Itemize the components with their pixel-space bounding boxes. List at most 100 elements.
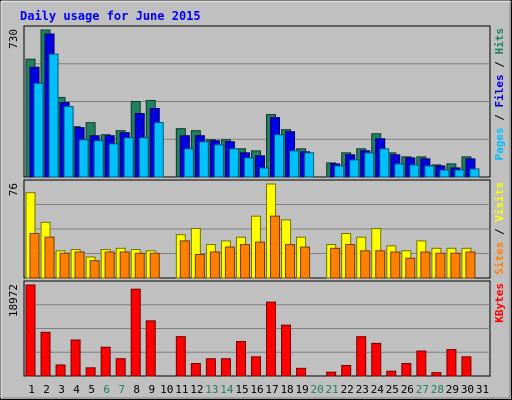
x-tick-label: 3 <box>58 383 65 396</box>
bar-kbytes-day-15 <box>235 340 246 377</box>
x-tick-label: 4 <box>73 383 80 396</box>
bar-pages-day-8 <box>138 137 149 178</box>
bar-kbytes-day-19 <box>296 367 307 377</box>
x-tick-label: 14 <box>220 383 234 396</box>
bar-kbytes-day-5 <box>85 367 96 377</box>
bar-pages-day-6 <box>108 143 119 178</box>
x-tick-label: 13 <box>205 383 218 396</box>
x-tick-label: 28 <box>431 383 444 396</box>
bar-kbytes-day-30 <box>461 356 472 377</box>
x-tick-label: 9 <box>148 383 155 396</box>
legend-entry: KBytes <box>493 283 506 323</box>
x-tick-label: 20 <box>311 383 324 396</box>
x-tick-label: 6 <box>103 383 110 396</box>
x-tick-label: 24 <box>371 383 385 396</box>
bar-kbytes-day-26 <box>401 363 412 377</box>
x-tick-label: 31 <box>476 383 489 396</box>
x-tick-label: 22 <box>341 383 354 396</box>
bar-pages-day-5 <box>93 140 104 178</box>
bar-pages-day-12 <box>198 141 209 178</box>
panel-top-legend: Pages / Files / Hits <box>493 28 506 161</box>
bar-sites-day-18 <box>285 244 296 279</box>
x-tick-label: 25 <box>386 383 399 396</box>
bar-pages-day-18 <box>289 150 300 178</box>
bar-kbytes-day-21 <box>326 371 337 377</box>
bar-sites-day-29 <box>450 252 461 279</box>
x-axis-labels: 1 2 3 4 5 6 7 8 9 10 11 12 13 14 15 16 17 18 19 20 21 22 23 24 2… <box>28 383 489 396</box>
bar-kbytes-day-4 <box>70 339 81 377</box>
bar-sites-day-1 <box>29 232 40 279</box>
bar-kbytes-day-6 <box>100 346 111 377</box>
x-tick-label: 7 <box>118 383 125 396</box>
bar-sites-day-16 <box>254 241 265 279</box>
x-tick-label: 29 <box>446 383 459 396</box>
bar-pages-day-7 <box>123 137 134 178</box>
x-tick-label: 17 <box>265 383 278 396</box>
bar-sites-day-23 <box>360 250 371 279</box>
bar-kbytes-day-29 <box>446 349 457 377</box>
bar-pages-day-26 <box>409 164 420 178</box>
bar-sites-day-12 <box>194 254 205 279</box>
bar-pages-day-22 <box>349 159 360 178</box>
x-tick-label: 10 <box>160 383 173 396</box>
legend-entry: Hits <box>493 28 506 55</box>
bar-pages-day-21 <box>334 165 345 178</box>
x-tick-label: 8 <box>133 383 140 396</box>
bar-pages-day-23 <box>364 152 375 178</box>
bar-kbytes-day-11 <box>175 336 186 377</box>
bar-sites-day-13 <box>209 251 220 279</box>
bar-sites-day-21 <box>330 247 341 279</box>
bar-kbytes-day-13 <box>205 358 216 377</box>
bar-kbytes-day-17 <box>266 301 277 377</box>
series-pages <box>33 53 480 178</box>
bar-pages-day-17 <box>274 134 285 178</box>
legend-entry: / <box>493 108 506 128</box>
x-tick-label: 2 <box>43 383 50 396</box>
x-tick-label: 5 <box>88 383 95 396</box>
bar-kbytes-day-22 <box>341 364 352 377</box>
bar-pages-day-29 <box>454 169 465 178</box>
bar-sites-day-26 <box>405 257 416 279</box>
x-tick-label: 26 <box>401 383 414 396</box>
bar-pages-day-15 <box>243 157 254 178</box>
bar-sites-day-15 <box>239 244 250 279</box>
panel-mid-legend: Sites / Visits <box>493 182 506 275</box>
bar-pages-day-2 <box>48 53 59 178</box>
bar-sites-day-28 <box>435 252 446 279</box>
bar-pages-day-19 <box>304 152 315 178</box>
panel-bot: 18972 KBytes <box>7 280 506 377</box>
x-tick-label: 27 <box>416 383 429 396</box>
x-tick-label: 23 <box>356 383 369 396</box>
bar-pages-day-30 <box>469 168 480 178</box>
x-tick-label: 12 <box>190 383 203 396</box>
bar-sites-day-3 <box>59 252 70 279</box>
panel-bot-max-label: 18972 <box>7 284 20 317</box>
bar-kbytes-day-7 <box>115 358 126 377</box>
bar-kbytes-day-1 <box>25 284 36 377</box>
x-tick-label: 21 <box>326 383 339 396</box>
bar-kbytes-day-8 <box>130 288 141 377</box>
bar-sites-day-27 <box>420 251 431 279</box>
bar-kbytes-day-25 <box>386 370 397 377</box>
bar-sites-day-4 <box>74 251 85 279</box>
legend-entry: / <box>493 55 506 75</box>
bar-sites-day-8 <box>134 252 145 279</box>
panel-bot-legend: KBytes <box>493 283 506 323</box>
bar-kbytes-day-2 <box>40 331 51 377</box>
bar-kbytes-day-28 <box>431 372 442 377</box>
panel-top: 730 Pages / Files / Hits <box>7 25 506 178</box>
bar-kbytes-day-12 <box>190 363 201 377</box>
x-tick-label: 16 <box>250 383 263 396</box>
bar-sites-day-5 <box>89 260 100 279</box>
bar-kbytes-day-27 <box>416 350 427 377</box>
bar-kbytes-day-9 <box>145 320 156 377</box>
bar-sites-day-30 <box>465 251 476 279</box>
bar-kbytes-day-14 <box>220 358 231 377</box>
x-tick-label: 30 <box>461 383 474 396</box>
bar-kbytes-day-3 <box>55 364 66 377</box>
bar-sites-day-6 <box>104 251 115 279</box>
x-tick-label: 15 <box>235 383 248 396</box>
panel-mid: 76 Sites / Visits <box>7 179 506 279</box>
x-tick-label: 18 <box>280 383 293 396</box>
bar-sites-day-11 <box>179 240 190 279</box>
